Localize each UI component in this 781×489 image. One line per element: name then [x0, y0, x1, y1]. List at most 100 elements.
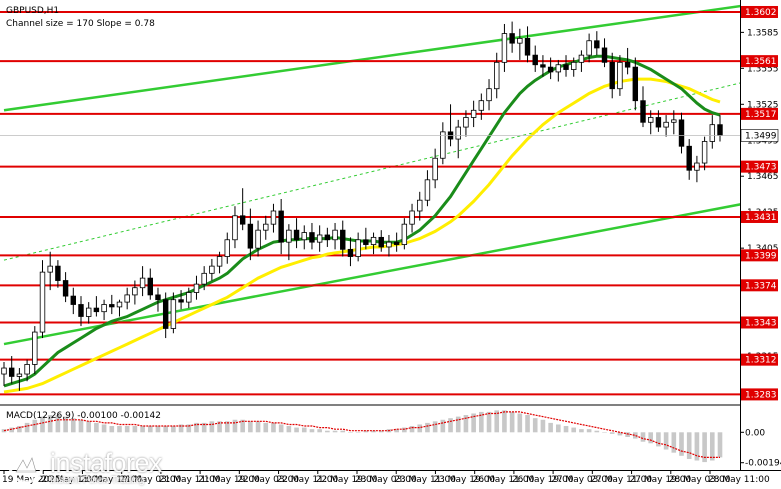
candle-body: [101, 304, 107, 313]
macd-histogram-bar: [355, 432, 361, 433]
candle: [62, 272, 69, 303]
candle: [524, 26, 531, 63]
time-tick-label: 28 May 11:00: [708, 475, 770, 485]
candle: [547, 57, 554, 80]
candle: [24, 359, 30, 382]
level-label: 1.3312: [745, 356, 777, 366]
candle-body: [109, 304, 115, 308]
candle: [116, 299, 123, 317]
candle: [586, 33, 592, 63]
time-tick-label: 21 May 03:00: [120, 475, 182, 485]
candlesticks: [1, 21, 723, 391]
candle: [170, 292, 177, 334]
time-tick-label: 20 May 19:00: [80, 475, 142, 485]
time-tick-label: 22 May 03:00: [237, 475, 299, 485]
level-tag: [741, 353, 778, 366]
price-tick-label: 1.3525: [747, 100, 779, 110]
macd-histogram-bar: [471, 413, 476, 433]
candle: [455, 119, 461, 159]
candle-body: [378, 236, 384, 248]
macd-histogram-bar: [86, 421, 91, 433]
candle: [32, 326, 38, 375]
macd-histogram-bar: [1, 429, 7, 433]
macd-histogram-bar: [455, 416, 461, 433]
time-tick-label: 27 May 11:00: [590, 475, 652, 485]
macd-histogram-bar: [463, 415, 469, 433]
candle-body: [663, 121, 669, 128]
candle-body: [678, 119, 685, 147]
time-tick-label: 23 May 11:00: [394, 475, 456, 485]
macd-histogram-bar: [47, 415, 53, 433]
macd-histogram-bar: [502, 410, 507, 433]
macd-histogram-bar: [409, 426, 415, 433]
candle: [709, 115, 716, 149]
candle: [378, 230, 384, 252]
candle-body: [501, 33, 508, 63]
macd-signal-line: [3, 411, 720, 458]
level-label: 1.3431: [745, 213, 777, 223]
candle: [178, 290, 184, 310]
symbol-title: GBPUSD,H1: [6, 6, 59, 16]
price-tick-label: 1.3555: [747, 64, 779, 74]
macd-histogram-bar: [709, 432, 715, 461]
candle-body: [309, 232, 315, 243]
macd-histogram-bar: [124, 426, 130, 433]
candle-body: [509, 33, 515, 44]
candle-body: [494, 61, 500, 90]
macd-histogram-bar: [548, 422, 553, 433]
candle: [463, 110, 469, 137]
time-tick-label: 27 May 19:00: [630, 475, 692, 485]
candle: [440, 122, 446, 165]
candle: [640, 86, 646, 128]
candle-body: [386, 241, 392, 248]
candle: [309, 222, 315, 250]
candle-body: [270, 210, 277, 225]
candle: [424, 170, 431, 207]
macd-histogram-bar: [301, 427, 307, 433]
level-tag: [741, 388, 778, 401]
level-label: 1.3374: [745, 281, 777, 291]
candle-body: [24, 364, 30, 375]
candle: [293, 218, 300, 249]
macd-histogram-bar: [402, 427, 407, 433]
candle-body: [62, 280, 69, 297]
candle-body: [293, 229, 300, 241]
macd-histogram-bar: [163, 426, 168, 433]
macd-histogram-bar: [40, 416, 45, 433]
candle-body: [586, 40, 592, 56]
macd-histogram-bar: [717, 432, 723, 458]
candle-body: [178, 299, 184, 303]
level-label: 1.3473: [745, 163, 777, 173]
candle-body: [463, 117, 469, 128]
candle: [132, 280, 138, 305]
candle: [563, 55, 569, 77]
macd-histogram-bar: [371, 430, 376, 433]
candle-body: [316, 234, 323, 243]
candle-body: [563, 64, 569, 70]
candle: [578, 50, 585, 72]
level-label: 1.3561: [745, 57, 777, 67]
candle: [139, 266, 146, 297]
candle-body: [147, 277, 153, 296]
candle-body: [301, 232, 307, 241]
candle: [671, 110, 677, 135]
macd-histogram-bar: [178, 424, 184, 433]
regression-channel: [3, 4, 740, 346]
candle: [694, 155, 700, 183]
candle: [355, 232, 361, 262]
macd-tick-label: 0.00: [745, 428, 765, 438]
candle-body: [440, 131, 446, 159]
level-tag: [741, 316, 778, 329]
candle: [124, 287, 130, 310]
candle: [55, 260, 61, 288]
candle: [432, 148, 438, 189]
level-tag: [741, 210, 778, 223]
price-tick-label: 1.3465: [747, 172, 779, 182]
macd-histogram-bar: [194, 422, 199, 433]
candle: [270, 203, 277, 233]
macd-histogram-bar: [132, 426, 138, 433]
candle: [509, 21, 515, 53]
candle: [201, 266, 207, 291]
candle: [263, 215, 269, 240]
macd-histogram-bar: [317, 429, 322, 433]
